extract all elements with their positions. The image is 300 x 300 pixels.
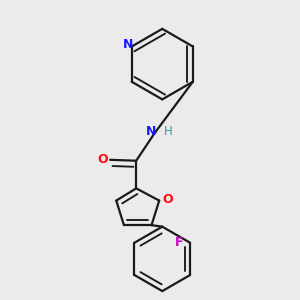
Text: N: N <box>146 125 157 138</box>
Text: N: N <box>123 38 133 52</box>
Text: O: O <box>163 193 173 206</box>
Text: H: H <box>164 125 173 138</box>
Text: O: O <box>97 153 108 166</box>
Text: F: F <box>175 236 184 249</box>
